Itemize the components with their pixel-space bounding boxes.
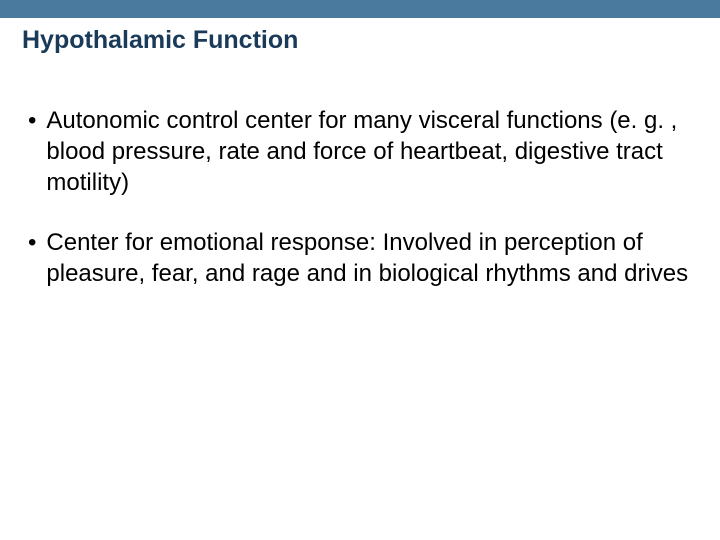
slide-content: • Autonomic control center for many visc…	[0, 55, 720, 289]
slide-title: Hypothalamic Function	[0, 18, 720, 55]
bullet-text: Center for emotional response: Involved …	[46, 227, 692, 289]
bullet-item: • Center for emotional response: Involve…	[28, 227, 692, 289]
header-bar	[0, 0, 720, 18]
bullet-marker: •	[28, 105, 36, 199]
bullet-text: Autonomic control center for many viscer…	[46, 105, 692, 199]
bullet-marker: •	[28, 227, 36, 289]
bullet-item: • Autonomic control center for many visc…	[28, 105, 692, 199]
